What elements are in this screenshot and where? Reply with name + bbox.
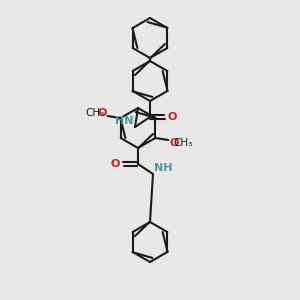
Text: O: O bbox=[168, 112, 177, 122]
Text: HN: HN bbox=[116, 116, 134, 126]
Text: CH₃: CH₃ bbox=[85, 108, 104, 118]
Text: CH₃: CH₃ bbox=[174, 138, 193, 148]
Text: O: O bbox=[97, 108, 107, 118]
Text: O: O bbox=[169, 138, 179, 148]
Text: NH: NH bbox=[154, 163, 172, 173]
Text: O: O bbox=[111, 159, 120, 169]
